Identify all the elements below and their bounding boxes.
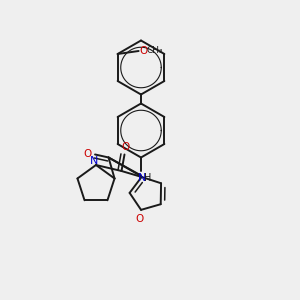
Text: CH₃: CH₃ <box>146 46 163 56</box>
Text: N: N <box>138 173 147 183</box>
Text: O: O <box>139 46 148 56</box>
Text: N: N <box>89 156 98 167</box>
Text: O: O <box>84 148 92 159</box>
Text: O: O <box>135 214 144 224</box>
Text: H: H <box>144 173 151 183</box>
Text: O: O <box>121 142 129 152</box>
